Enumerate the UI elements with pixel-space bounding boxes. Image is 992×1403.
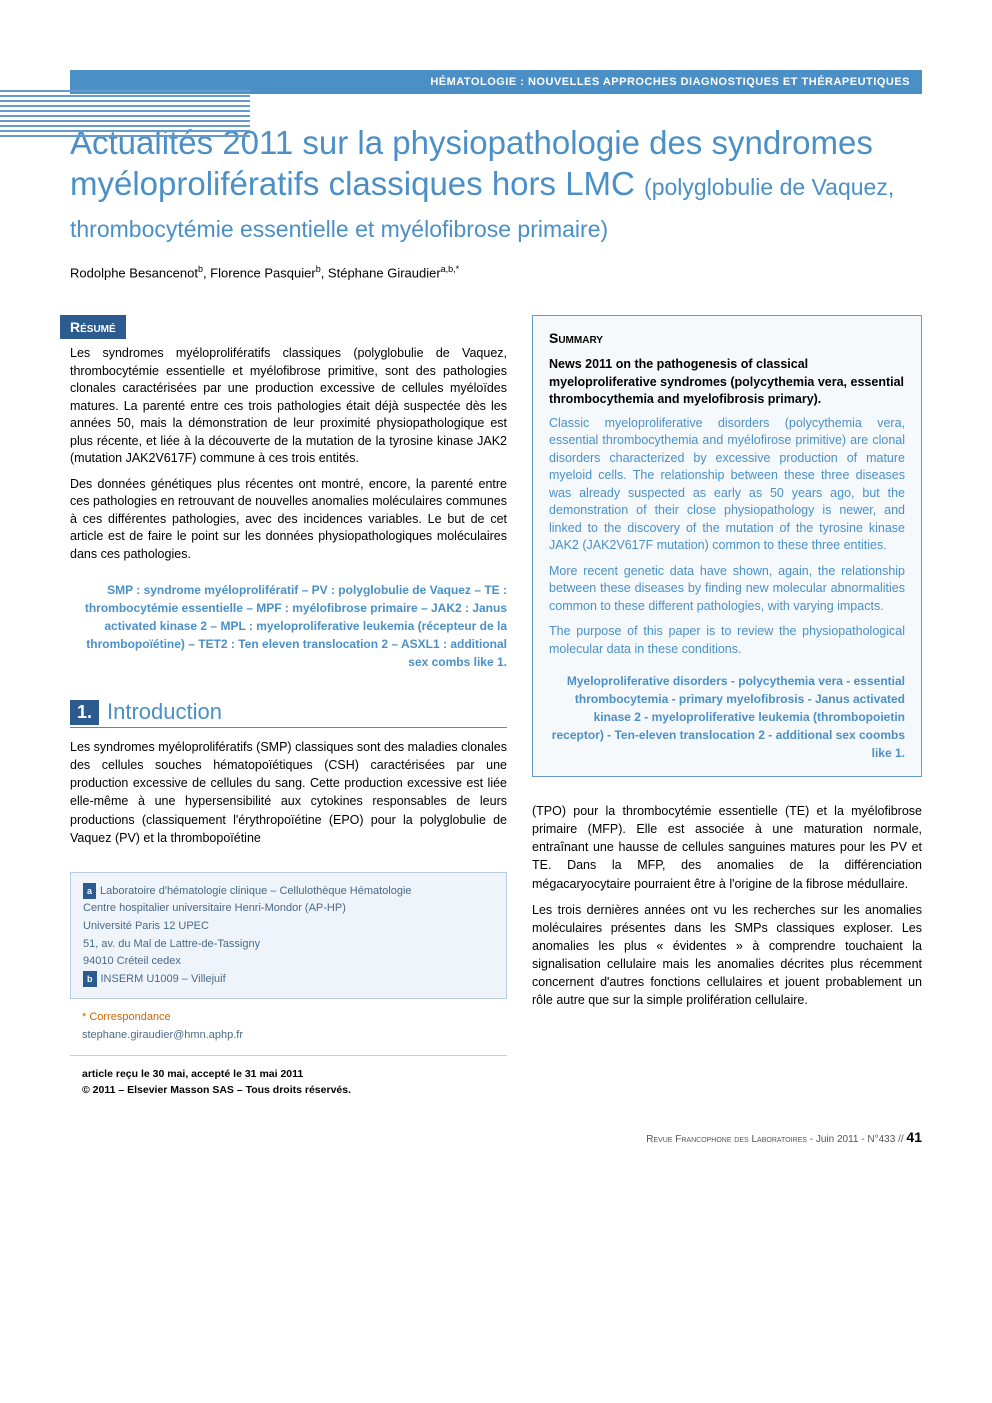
- resume-p1: Les syndromes myéloprolifératifs classiq…: [70, 345, 507, 468]
- affil-label-a: a: [83, 883, 96, 899]
- correspondance-box: * Correspondance stephane.giraudier@hmn.…: [70, 999, 507, 1055]
- affil-a: Laboratoire d'hématologie clinique – Cel…: [100, 885, 412, 897]
- page-footer: Revue Francophone des Laboratoires - Jui…: [70, 1129, 922, 1145]
- correspondance-email: stephane.giraudier@hmn.aphp.fr: [82, 1027, 495, 1045]
- article-title: Actualités 2011 sur la physiopathologie …: [70, 122, 922, 246]
- summary-title: News 2011 on the pathogenesis of classic…: [549, 356, 905, 409]
- article-dates: article reçu le 30 mai, accepté le 31 ma…: [70, 1066, 507, 1100]
- resume-p2: Des données génétiques plus récentes ont…: [70, 476, 507, 564]
- section-introduction-heading: 1. Introduction: [70, 699, 507, 728]
- decorative-header-lines: [0, 90, 250, 140]
- authors-line: Rodolphe Besancenotb, Florence Pasquierb…: [70, 264, 922, 280]
- keywords-english: Myeloproliferative disorders - polycythe…: [549, 672, 905, 762]
- keywords-french: SMP : syndrome myéloprolifératif – PV : …: [70, 581, 507, 671]
- summary-box: Summary News 2011 on the pathogenesis of…: [532, 315, 922, 777]
- footer-date: Juin 2011: [816, 1134, 859, 1145]
- footer-journal: Revue Francophone des Laboratoires: [646, 1134, 807, 1145]
- introduction-p1: Les syndromes myéloprolifératifs (SMP) c…: [70, 738, 507, 847]
- summary-label: Summary: [549, 330, 905, 346]
- introduction-continued: (TPO) pour la thrombocytémie essentielle…: [532, 802, 922, 1009]
- introduction-p3: Les trois dernières années ont vu les re…: [532, 901, 922, 1010]
- summary-p1: Classic myeloproliferative disorders (po…: [549, 415, 905, 555]
- section-number: 1.: [70, 700, 99, 725]
- footer-page-number: 41: [906, 1129, 922, 1145]
- correspondance-label: * Correspondance: [82, 1009, 495, 1027]
- affiliations-box: a Laboratoire d'hématologie clinique – Ce…: [70, 872, 507, 1000]
- summary-p2: More recent genetic data have shown, aga…: [549, 563, 905, 616]
- affil-a-lines: Centre hospitalier universitaire Henri-M…: [83, 900, 494, 970]
- summary-p3: The purpose of this paper is to review t…: [549, 623, 905, 658]
- affil-label-b: b: [83, 971, 97, 987]
- footer-issue: N°433: [867, 1134, 895, 1145]
- section-title: Introduction: [107, 699, 222, 725]
- resume-label: Résumé: [60, 315, 126, 339]
- affil-b: INSERM U1009 – Villejuif: [101, 973, 226, 985]
- copyright-line: © 2011 – Elsevier Masson SAS – Tous droi…: [82, 1082, 507, 1099]
- introduction-p2: (TPO) pour la thrombocytémie essentielle…: [532, 802, 922, 893]
- resume-text: Les syndromes myéloprolifératifs classiq…: [70, 345, 507, 563]
- received-line: article reçu le 30 mai, accepté le 31 ma…: [82, 1066, 507, 1083]
